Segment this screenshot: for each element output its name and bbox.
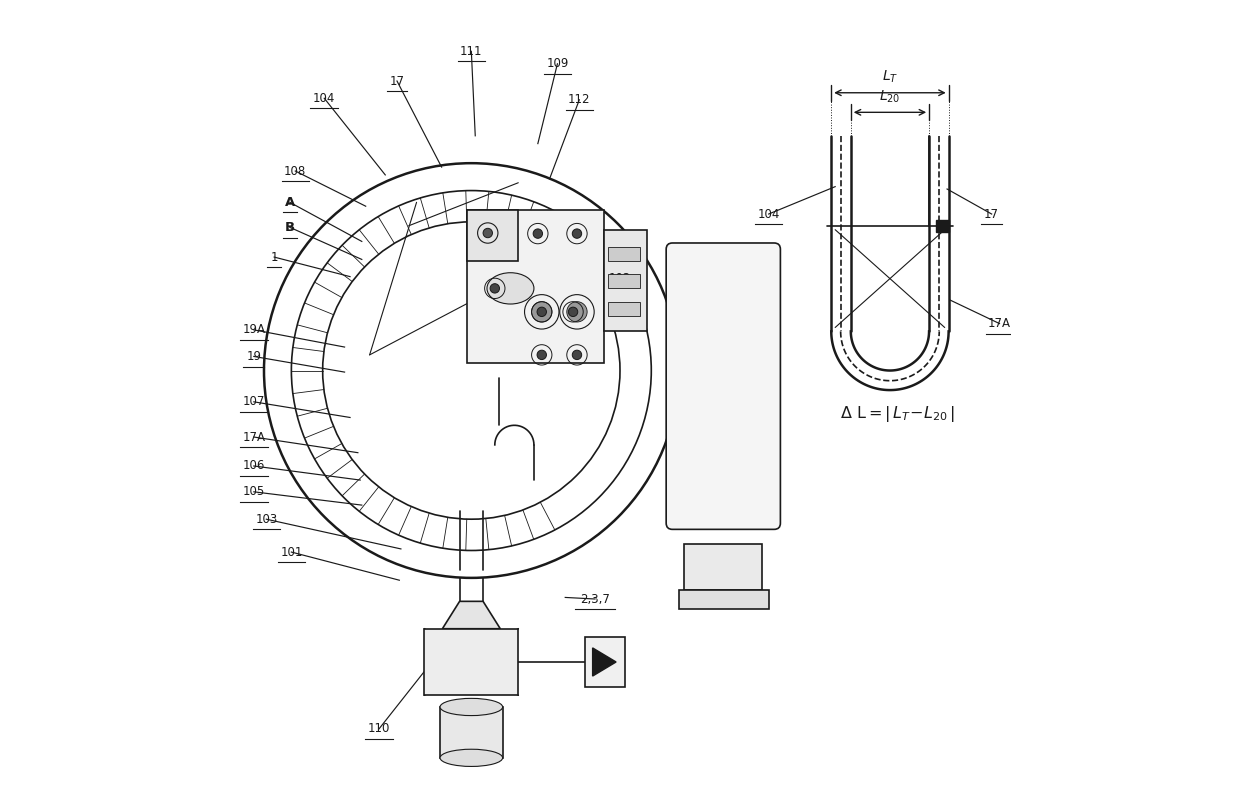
Circle shape (567, 302, 587, 322)
FancyBboxPatch shape (666, 243, 780, 530)
Text: 17A: 17A (988, 317, 1011, 330)
Text: 108: 108 (284, 165, 306, 177)
Bar (467, 210, 518, 261)
Circle shape (533, 229, 543, 238)
Circle shape (490, 284, 500, 293)
Ellipse shape (440, 698, 502, 716)
Circle shape (537, 350, 547, 359)
Text: $L_T$: $L_T$ (882, 69, 898, 85)
Text: 107: 107 (243, 396, 265, 408)
Circle shape (484, 229, 492, 238)
Ellipse shape (440, 749, 502, 767)
Text: 112: 112 (568, 93, 590, 106)
Text: 109: 109 (546, 58, 569, 70)
Bar (684, 545, 763, 589)
Text: $\Delta\ \mathrm{L}=|\,L_T\!-\!L_{20}\,|$: $\Delta\ \mathrm{L}=|\,L_T\!-\!L_{20}\,|… (841, 403, 955, 424)
Circle shape (537, 307, 547, 317)
Bar (609, 274, 640, 288)
Bar (609, 247, 640, 261)
Text: 101: 101 (280, 545, 303, 559)
Text: 1: 1 (270, 251, 278, 263)
Text: 2,3,7: 2,3,7 (580, 593, 610, 605)
Text: $L_{20}$: $L_{20}$ (879, 88, 900, 105)
Text: B: B (285, 221, 295, 234)
Text: 104: 104 (312, 91, 336, 105)
Text: 102: 102 (609, 272, 631, 284)
Bar (585, 637, 625, 687)
Bar (609, 302, 640, 316)
Bar (440, 707, 502, 758)
Ellipse shape (487, 273, 534, 304)
Bar (424, 629, 518, 695)
Bar (467, 210, 604, 362)
Circle shape (573, 350, 582, 359)
Circle shape (568, 307, 578, 317)
Bar (936, 220, 949, 232)
Circle shape (532, 302, 552, 322)
Text: 17A: 17A (242, 430, 265, 444)
Text: 19A: 19A (242, 323, 265, 336)
Text: 105: 105 (243, 485, 265, 498)
Circle shape (573, 229, 582, 238)
Text: 110: 110 (368, 723, 391, 735)
Bar (678, 589, 769, 609)
Text: 111: 111 (460, 45, 482, 58)
Text: 103: 103 (255, 513, 278, 526)
Text: 104: 104 (758, 207, 780, 221)
Text: 17: 17 (985, 207, 999, 221)
Bar (604, 229, 647, 332)
Text: A: A (285, 195, 295, 209)
Polygon shape (443, 601, 500, 629)
Polygon shape (593, 648, 616, 676)
Text: 19: 19 (247, 350, 262, 363)
Text: 106: 106 (243, 459, 265, 473)
Text: 17: 17 (389, 75, 404, 87)
